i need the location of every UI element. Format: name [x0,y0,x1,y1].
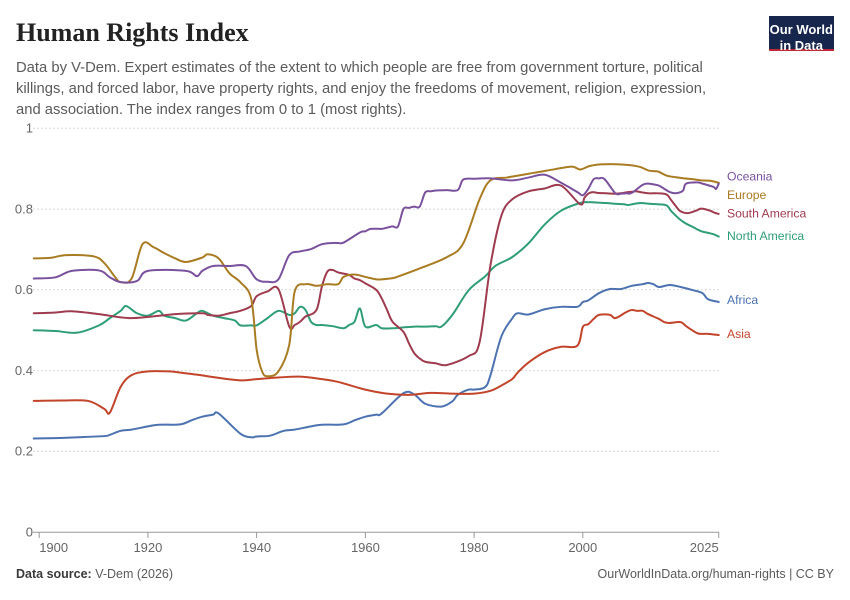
svg-text:0: 0 [26,524,33,539]
svg-text:South America: South America [727,207,806,221]
svg-text:2000: 2000 [568,540,597,555]
svg-text:2025: 2025 [690,540,719,555]
svg-text:1900: 1900 [39,540,68,555]
svg-text:Africa: Africa [727,293,758,307]
svg-text:1960: 1960 [351,540,380,555]
svg-text:1940: 1940 [242,540,271,555]
svg-text:Asia: Asia [727,327,751,341]
svg-text:1920: 1920 [133,540,162,555]
svg-text:North America: North America [727,229,804,243]
svg-text:0.4: 0.4 [15,363,33,378]
svg-text:1: 1 [26,121,33,136]
svg-text:Oceania: Oceania [727,170,773,184]
svg-text:1980: 1980 [460,540,489,555]
svg-text:0.6: 0.6 [15,282,33,297]
svg-text:0.8: 0.8 [15,201,33,216]
svg-text:0.2: 0.2 [15,444,33,459]
svg-text:Europe: Europe [727,188,767,202]
